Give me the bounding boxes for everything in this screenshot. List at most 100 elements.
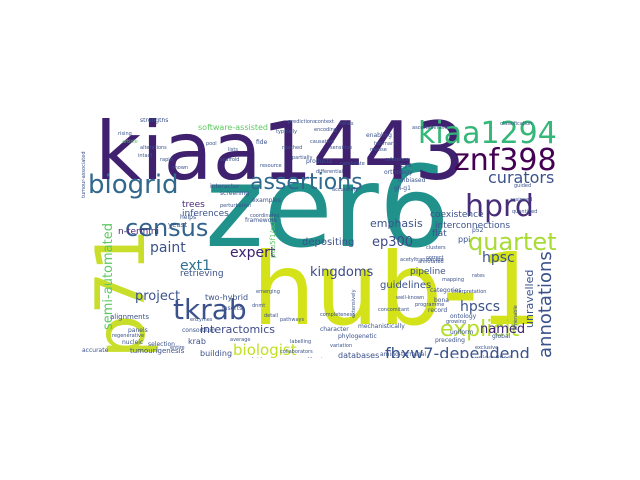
word-zer6: zer6 xyxy=(205,143,450,273)
word-resource: resource xyxy=(260,163,282,169)
word-phylogenetic: phylogenetic xyxy=(338,333,377,340)
word-relies: relies xyxy=(340,121,354,127)
word-selection: selection xyxy=(148,341,175,348)
word-products: products xyxy=(306,158,333,165)
word-candidate: candidate xyxy=(340,161,365,167)
word-unravelled: unravelled xyxy=(523,269,536,328)
word-amenable: amenable xyxy=(513,305,519,330)
word-pool: pool xyxy=(206,141,217,147)
word-article: article xyxy=(122,139,138,145)
word-pathways: pathways xyxy=(280,317,305,323)
word-ppi: ppi xyxy=(458,235,471,244)
word-annotations: annotations xyxy=(535,251,556,358)
word-curators: curators xyxy=(488,168,555,187)
word-kingdoms: kingdoms xyxy=(310,265,374,280)
word-retrieving: retrieving xyxy=(180,269,224,279)
word-biologist: biologist xyxy=(233,341,297,358)
word-interactor: interactor xyxy=(210,183,240,190)
word-mechanistically: mechanistically xyxy=(358,323,405,330)
word-paint: paint xyxy=(150,240,186,256)
word-quartet: quartet xyxy=(468,228,557,256)
word-average: average xyxy=(230,337,251,343)
word-project: project xyxy=(135,289,181,304)
word-quantified: quantified xyxy=(512,209,538,215)
word-context: context xyxy=(315,119,334,125)
word-tumourigenesis: tumourigenesis xyxy=(130,347,185,355)
word-kiaa1443: kiaa1443 xyxy=(95,118,466,198)
word-amino-terminal: amino-terminal xyxy=(380,351,427,358)
word-panels: panels xyxy=(128,327,148,334)
word-rates: rates xyxy=(472,273,485,279)
word-accurate: accurate xyxy=(82,347,109,354)
word-inferences: inferences xyxy=(182,209,229,219)
word-emphasis: emphasis xyxy=(370,217,423,230)
word-gli-g1: gli-g1 xyxy=(394,185,411,192)
word-character: character xyxy=(320,326,349,333)
word-nucleic: nucleic xyxy=(122,339,144,346)
word-ext1: ext1 xyxy=(180,258,212,274)
word-dnmt: dnmt xyxy=(252,303,266,309)
word-fide: fide xyxy=(256,139,268,146)
word-enabling: enabling xyxy=(366,132,392,139)
word-alignments: alignments xyxy=(110,313,150,321)
word-programme: programme xyxy=(415,302,445,308)
word-ascertainment: ascertainment xyxy=(412,125,449,131)
word-alterations: alterations xyxy=(140,145,167,151)
word-bona: bona xyxy=(434,297,449,304)
word-correct: correct xyxy=(426,255,444,261)
word-named: named xyxy=(480,322,526,337)
word-znf398: znf398 xyxy=(454,143,557,178)
word-explicit: explicit xyxy=(440,317,520,342)
word-concomitant: concomitant xyxy=(378,307,410,313)
word-regenerative: regenerative xyxy=(112,333,145,339)
word-encoding: encoding xyxy=(314,127,337,133)
word-growing: growing xyxy=(446,319,466,325)
word-rapid: rapid xyxy=(160,157,173,163)
word-emerging: emerging xyxy=(256,289,280,295)
word-coexistence: coexistence xyxy=(430,210,484,220)
word-ep300: ep300 xyxy=(372,235,414,250)
word-inserts: inserts xyxy=(222,305,243,312)
word-screening: screening xyxy=(220,190,250,197)
word-clusters: clusters xyxy=(426,245,446,251)
word-flat: flat xyxy=(432,229,447,239)
word-labelling: labelling xyxy=(290,339,312,345)
word-expert: expert xyxy=(230,245,276,261)
word-framework: framework xyxy=(245,217,278,224)
word-global: global xyxy=(492,333,511,340)
word-trees: trees xyxy=(182,200,205,210)
word-lists: lists xyxy=(228,147,238,153)
word-fbxw7-dependend: fbxw7-dependend xyxy=(385,344,530,359)
word-record: record xyxy=(428,307,448,314)
word-variation: variation xyxy=(330,343,353,349)
word-enzymes: enzymes xyxy=(190,317,213,323)
word-unidentified: unidentified xyxy=(475,356,511,359)
word-uniform: uniform xyxy=(450,329,474,336)
word-well-known: well-known xyxy=(396,295,425,301)
word-depositing: depositing xyxy=(302,237,355,248)
word-completeness: completeness xyxy=(320,312,355,318)
word-hprd: hprd xyxy=(465,189,534,224)
word-partially: partially xyxy=(292,155,313,161)
word-two-hybrid: two-hybrid xyxy=(205,293,249,302)
word-predictions: predictions xyxy=(288,119,316,125)
word-krab: krab xyxy=(188,337,206,346)
word-assertions: assertions xyxy=(250,170,363,195)
word-typically: typically xyxy=(276,129,298,135)
word-interactomics: interactomics xyxy=(200,323,276,336)
word-annotated: annotated xyxy=(418,259,444,265)
word-rising: rising xyxy=(118,131,132,137)
word-hpsc: hpsc xyxy=(482,250,515,266)
word-mouse: mouse xyxy=(370,147,387,153)
word-shown: shown xyxy=(172,165,189,171)
word-yeast: yeast xyxy=(168,221,188,229)
word-classification: classification xyxy=(500,121,533,127)
word-tkrab: tkrab xyxy=(173,293,247,326)
word-unbiased: unbiased xyxy=(398,177,426,184)
word-cloud: zer6 hub-1 kiaa1443 p71 kiaa1294 znf398 … xyxy=(80,118,560,358)
word-mapping: mapping xyxy=(442,277,465,283)
word-reference: reference xyxy=(385,157,409,163)
word-kiaa1294: kiaa1294 xyxy=(418,118,557,151)
word-differential: differential xyxy=(316,169,344,175)
word-exclusive: exclusive xyxy=(475,345,499,351)
